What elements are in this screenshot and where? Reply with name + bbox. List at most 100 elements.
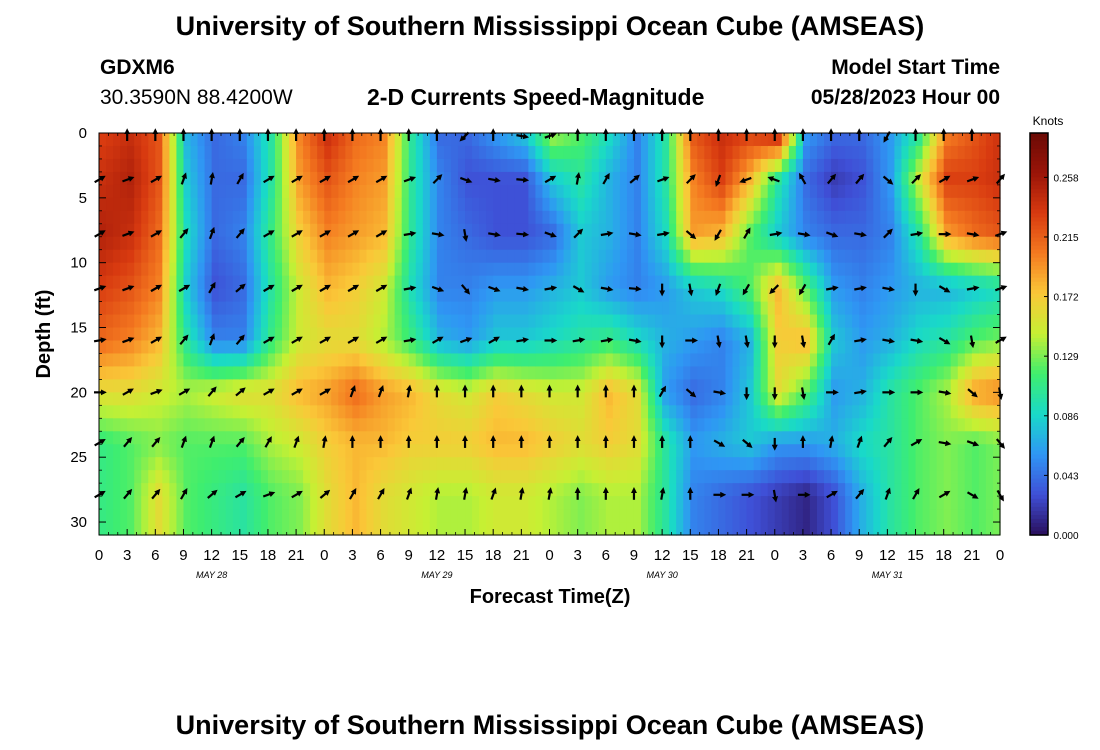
heatmap-cell [204,301,213,316]
heatmap-cell [943,223,952,238]
heatmap-cell [493,158,501,173]
heatmap-cell [873,262,881,277]
heatmap-cell [232,158,241,173]
heatmap-cell [880,223,888,238]
heatmap-cell [824,405,832,419]
heatmap-cell [155,197,163,212]
heatmap-cell [964,301,973,316]
heatmap-cell [901,210,910,225]
heatmap-cell [641,145,649,160]
heatmap-cell [282,262,290,277]
heatmap-cell [781,418,790,432]
heatmap-cell [852,158,860,173]
colorbar-segment [1030,370,1048,375]
heatmap-cell [985,366,994,380]
heatmap-cell [113,197,121,212]
heatmap-cell [366,405,375,419]
heatmap-cell [366,210,375,225]
heatmap-cell [204,496,213,510]
heatmap-cell [211,353,220,368]
heatmap-cell [127,509,135,523]
colorbar-segment [1030,450,1048,456]
heatmap-cell [739,327,748,342]
heatmap-cell [556,301,565,316]
heatmap-cell [880,457,888,471]
heatmap-cell [985,340,994,355]
heatmap-cell [746,197,755,212]
heatmap-cell [542,470,551,484]
heatmap-cell [479,509,487,523]
heatmap-cell [852,457,860,471]
heatmap-cell [570,133,579,147]
y-axis-label: Depth (ft) [33,290,55,379]
heatmap-cell [929,405,938,419]
heatmap-cell [697,431,705,445]
heatmap-cell [739,496,748,510]
heatmap-cell [936,509,945,523]
heatmap-cell [985,301,994,316]
heatmap-cell [887,496,896,510]
heatmap-cell [472,236,480,251]
heatmap-cell [732,509,741,523]
heatmap-cell [655,197,663,212]
heatmap-cell [831,522,839,536]
heatmap-cell [169,327,178,342]
heatmap-cell [387,509,396,523]
heatmap-cell [619,171,628,186]
heatmap-cell [626,223,635,238]
heatmap-cell [922,197,931,212]
heatmap-cell [106,457,114,471]
heatmap-cell [246,522,255,536]
heatmap-cell [162,262,170,277]
heatmap-cell [704,353,712,368]
current-arrow [235,334,245,346]
heatmap-cell [626,197,635,212]
heatmap-cell [465,431,473,445]
heatmap-cell [394,314,403,329]
heatmap-cell [964,470,973,484]
current-arrow [208,281,216,294]
heatmap-cell [310,288,318,303]
heatmap-cell [366,457,375,471]
heatmap-cell [162,353,170,368]
current-arrow [659,487,666,500]
heatmap-cell [239,340,248,355]
heatmap-cell [570,314,579,329]
heatmap-cell [760,275,769,290]
heatmap-cell [486,340,494,355]
heatmap-cell [289,288,297,303]
heatmap-cell [598,236,607,251]
heatmap-cell [936,418,945,432]
current-arrow [348,488,357,500]
heatmap-cell [957,223,966,238]
heatmap-cell [852,418,860,432]
heatmap-cell [429,249,438,264]
current-arrow [572,285,585,293]
heatmap-cell [824,509,832,523]
heatmap-cell [753,366,762,380]
heatmap-cell [971,249,980,264]
heatmap-cell [162,392,170,406]
current-arrow [347,336,360,344]
colorbar-tick-label: 0.172 [1053,293,1078,304]
heatmap-cell [436,405,445,419]
heatmap-cell [605,366,614,380]
heatmap-cell [781,314,790,329]
heatmap-cell [500,509,508,523]
heatmap-cell [704,133,712,147]
current-arrow [600,285,614,292]
heatmap-cell [331,392,339,406]
heatmap-cell [401,522,410,536]
heatmap-cell [479,392,487,406]
current-arrow [967,388,978,398]
heatmap-cell [619,301,628,316]
y-tick-label: 20 [70,384,87,401]
heatmap-cell [845,470,853,484]
heatmap-cell [394,184,403,199]
axes: 0 3 6 9 12 15 18 21 0 3 6 9 12 15 18 21 0 3 6 9 12 15 18 21 0 3 6 9… [70,125,1004,580]
heatmap-cell [422,431,431,445]
heatmap-cell [873,522,881,536]
heatmap-cell [127,236,135,251]
heatmap-cell [169,496,178,510]
heatmap-cell [373,145,382,160]
